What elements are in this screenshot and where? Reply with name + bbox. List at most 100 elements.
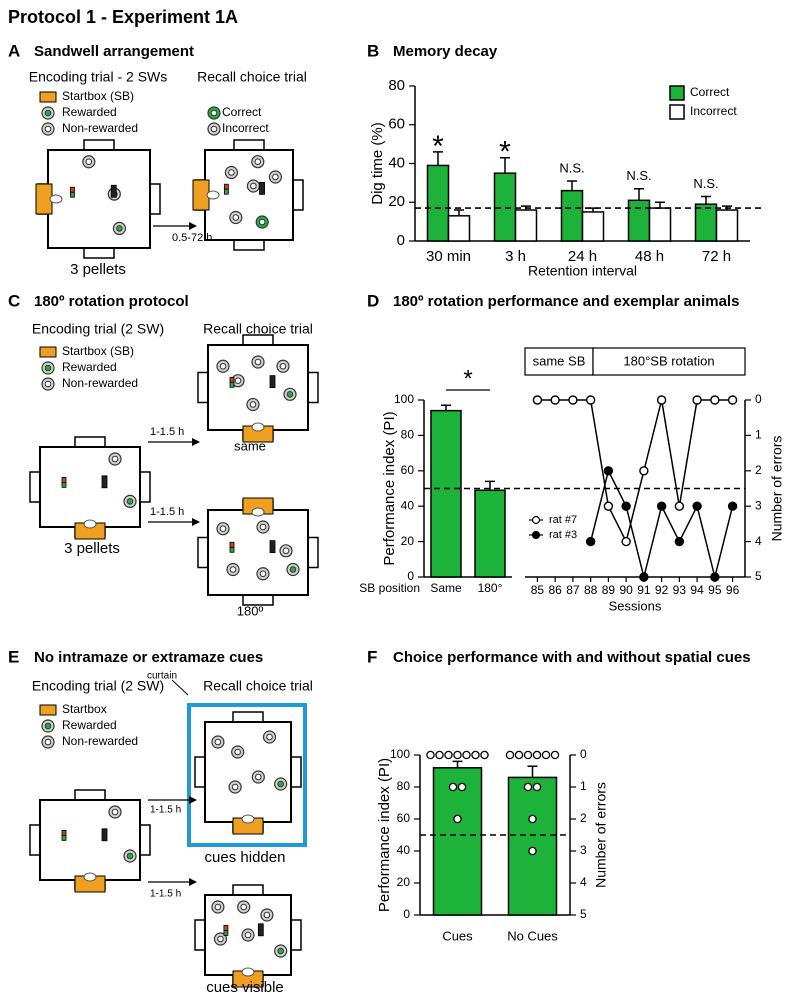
label: curtain bbox=[147, 671, 177, 682]
animal-point bbox=[532, 782, 542, 792]
panel-label: D bbox=[367, 291, 379, 310]
sandwell-center bbox=[217, 935, 224, 943]
maze bbox=[39, 799, 141, 881]
legend-label: rat #7 bbox=[549, 514, 577, 526]
x-tick-label: 91 bbox=[637, 583, 651, 597]
x-tick-label: 30 min bbox=[426, 248, 471, 265]
intramaze-cue bbox=[269, 540, 276, 553]
animal-point bbox=[426, 750, 435, 760]
bar bbox=[432, 767, 483, 916]
animal-point bbox=[453, 750, 462, 760]
sandwell-center bbox=[240, 903, 247, 911]
sandwell-center bbox=[266, 733, 273, 741]
maze-arm bbox=[307, 371, 319, 404]
animal-point bbox=[471, 750, 480, 760]
rat bbox=[251, 422, 265, 432]
sandwell-center bbox=[44, 125, 52, 133]
sandwell-center bbox=[254, 158, 262, 165]
arrow-head bbox=[189, 796, 197, 804]
series-point bbox=[621, 501, 631, 511]
animal-point bbox=[505, 750, 515, 760]
y-tick-label: 0 bbox=[580, 747, 587, 761]
animal-point bbox=[462, 750, 471, 760]
series-point bbox=[710, 395, 720, 405]
rat bbox=[206, 190, 220, 200]
maze-arm bbox=[74, 436, 106, 448]
label: Rewarded bbox=[62, 718, 117, 732]
trial-label: Recall choice trial bbox=[203, 321, 313, 337]
y-tick-label: 2 bbox=[580, 811, 587, 825]
rat bbox=[49, 194, 63, 204]
label: cues visible bbox=[206, 979, 284, 996]
x-tick-label: 48 h bbox=[635, 248, 664, 265]
y-tick-label: 20 bbox=[397, 875, 411, 889]
startbox-icon bbox=[39, 704, 57, 716]
series-point bbox=[603, 466, 614, 476]
y-tick-label: 40 bbox=[397, 843, 411, 857]
intramaze-cue bbox=[223, 183, 229, 190]
x-tick-label: 95 bbox=[708, 583, 722, 597]
maze-arm bbox=[197, 536, 209, 569]
x-tick-label: 92 bbox=[655, 583, 669, 597]
maze-arm bbox=[242, 334, 274, 346]
series-point bbox=[585, 536, 596, 547]
y-tick-label: 60 bbox=[388, 116, 405, 133]
y-tick-label: 100 bbox=[394, 392, 414, 406]
rat bbox=[241, 814, 255, 824]
panel-title: Sandwell arrangement bbox=[34, 43, 194, 60]
y2-axis-label: Number of errors bbox=[593, 782, 609, 888]
sandwell-center bbox=[289, 566, 297, 573]
rat bbox=[83, 872, 97, 882]
x-axis-label: Sessions bbox=[609, 598, 662, 613]
legend-label: rat #3 bbox=[549, 529, 577, 541]
y-axis-label: Number of errors bbox=[769, 436, 785, 542]
series-point bbox=[550, 395, 560, 405]
sandwell-center bbox=[234, 377, 242, 385]
y-tick-label: 80 bbox=[397, 779, 411, 793]
maze-arm bbox=[233, 239, 265, 251]
panel-label: A bbox=[8, 41, 20, 60]
sandwell-center bbox=[44, 738, 52, 746]
annotation: * bbox=[499, 136, 511, 169]
arrow-head bbox=[189, 878, 197, 886]
panel-title: 180º rotation performance and exemplar a… bbox=[393, 293, 739, 310]
x-tick-label: 87 bbox=[566, 583, 580, 597]
legend-label: Incorrect bbox=[690, 104, 737, 118]
intramaze-cue bbox=[101, 828, 108, 842]
sandwell-center bbox=[111, 455, 119, 463]
label: Rewarded bbox=[62, 360, 117, 374]
error-bar bbox=[655, 201, 665, 209]
sandwell-center bbox=[214, 738, 222, 746]
sandwell-center bbox=[272, 173, 279, 181]
series-point bbox=[674, 536, 685, 547]
legend-marker bbox=[531, 515, 541, 525]
sandwell-center bbox=[282, 547, 290, 555]
y-tick-label: 1 bbox=[755, 428, 762, 442]
animal-point bbox=[523, 750, 533, 760]
error-bar bbox=[500, 156, 510, 174]
maze-arm bbox=[290, 919, 302, 951]
intramaze-cue bbox=[101, 475, 108, 489]
phase-label: 180°SB rotation bbox=[623, 353, 714, 368]
bar bbox=[581, 211, 605, 242]
sandwell-center bbox=[232, 214, 240, 221]
animal-point bbox=[444, 750, 453, 760]
sandwell-center bbox=[263, 911, 271, 919]
maze-arm bbox=[149, 183, 161, 215]
series-point bbox=[568, 395, 578, 405]
maze-arm bbox=[83, 247, 115, 259]
intramaze-cue bbox=[229, 381, 235, 388]
sandwell-center bbox=[44, 722, 52, 730]
x-tick-label: 180° bbox=[478, 581, 503, 595]
label: 1-1.5 h bbox=[150, 805, 181, 816]
sandwell-center bbox=[255, 773, 262, 781]
x-tick-label: 96 bbox=[726, 583, 740, 597]
maze-arm bbox=[74, 789, 106, 801]
label: Startbox (SB) bbox=[62, 89, 134, 103]
intramaze-cue bbox=[223, 188, 229, 195]
error-bar bbox=[452, 760, 463, 768]
annotation: N.S. bbox=[693, 176, 718, 191]
sandwell-center bbox=[111, 808, 119, 816]
